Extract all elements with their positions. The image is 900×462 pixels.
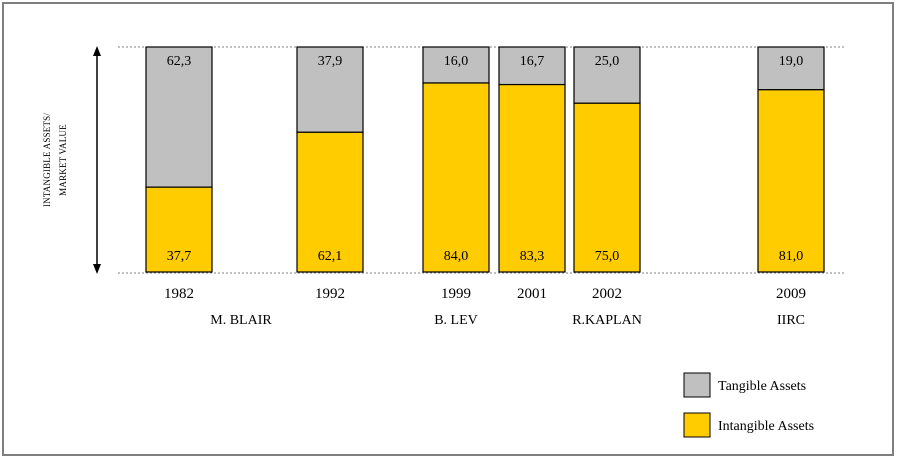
value-label-tangible-2002: 25,0 — [595, 54, 620, 69]
legend-label-intangible: Intangible Assets — [718, 419, 814, 434]
bar-tangible-2009 — [757, 46, 825, 91]
category-label-2002: 2002 — [592, 286, 622, 302]
bar-intangible-1992 — [296, 131, 364, 273]
value-label-intangible-2002: 75,0 — [595, 249, 620, 264]
value-label-intangible-2009: 81,0 — [779, 249, 804, 264]
y-axis-label-line-1: INTANGIBLE ASSETS/ — [42, 113, 52, 207]
bar-intangible-1999 — [422, 82, 490, 273]
value-label-tangible-2009: 19,0 — [779, 54, 804, 69]
category-label-2001: 2001 — [517, 286, 547, 302]
bars-group: 62,3 37,7 1982 M. BLAIR 37,9 62,1 1992 16,0 84,0… — [145, 46, 825, 328]
category-label-1982: 1982 — [164, 286, 194, 302]
source-label-1982: M. BLAIR — [210, 313, 272, 328]
legend: Tangible Assets Intangible Assets — [683, 372, 814, 438]
category-label-1992: 1992 — [315, 286, 345, 302]
legend-label-tangible: Tangible Assets — [718, 379, 806, 394]
source-label-2002: R.KAPLAN — [572, 313, 642, 328]
bar-intangible-2002 — [573, 102, 641, 273]
source-label-2009: IIRC — [777, 313, 805, 328]
value-label-tangible-1992: 37,9 — [318, 54, 343, 69]
category-label-2009: 2009 — [776, 286, 806, 302]
legend-swatch-tangible — [683, 372, 711, 398]
value-label-intangible-2001: 83,3 — [520, 249, 545, 264]
value-label-intangible-1982: 37,7 — [167, 249, 192, 264]
y-axis-label-line-2: MARKET VALUE — [58, 124, 68, 196]
bar-tangible-2002 — [573, 46, 641, 104]
y-range-arrow-head-bottom — [93, 264, 101, 274]
source-label-1999: B. LEV — [434, 313, 478, 328]
legend-swatch-intangible — [683, 412, 711, 438]
bar-tangible-1992 — [296, 46, 364, 133]
bar-intangible-2009 — [757, 89, 825, 273]
value-label-intangible-1999: 84,0 — [444, 249, 469, 264]
bar-tangible-1999 — [422, 46, 490, 84]
value-label-intangible-1992: 62,1 — [318, 249, 343, 264]
bar-intangible-1982 — [145, 186, 213, 273]
category-label-1999: 1999 — [441, 286, 471, 302]
value-label-tangible-1999: 16,0 — [444, 54, 469, 69]
bar-tangible-1982 — [145, 46, 213, 188]
value-label-tangible-2001: 16,7 — [520, 54, 545, 69]
bar-tangible-2001 — [498, 46, 566, 86]
y-range-arrow-head-top — [93, 46, 101, 56]
bar-intangible-2001 — [498, 83, 566, 273]
value-label-tangible-1982: 62,3 — [167, 54, 192, 69]
